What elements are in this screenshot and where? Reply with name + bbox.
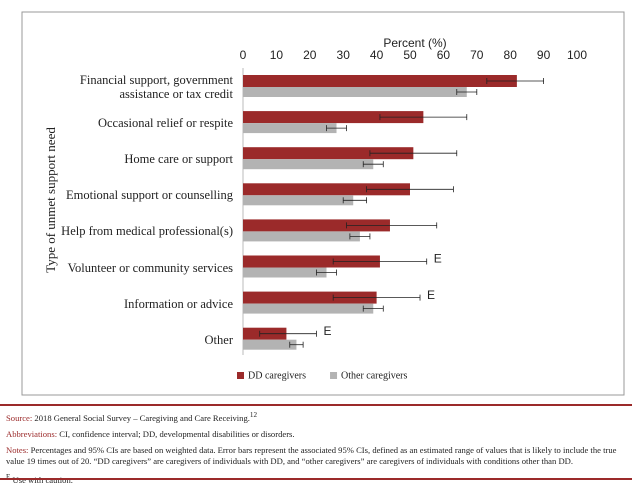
abbr-text: CI, confidence interval; DD, development… [59,428,295,439]
x-tick-label: 30 [337,48,351,62]
category-label: Volunteer or community services [67,260,233,275]
bar [243,255,380,268]
bar [243,303,374,314]
bar [243,159,374,170]
rule [0,478,632,480]
category-label: Other [204,332,233,347]
source-ref: 12 [249,411,258,419]
x-tick-label: 100 [567,48,587,62]
bar [243,195,354,206]
source-text: 2018 General Social Survey – Caregiving … [34,412,250,423]
bar [243,75,517,87]
x-axis-title: Percent (%) [383,36,446,50]
x-tick-label: 20 [303,48,317,62]
category-label: Emotional support or counselling [66,188,233,203]
bar [243,111,424,124]
notes-text: Percentages and 95% CIs are based on wei… [6,444,617,466]
chart: Percent (%) Type of unmet support need 0… [21,11,625,396]
bar [243,87,467,97]
flag-label: E [323,324,331,338]
bar [243,219,390,232]
abbr-label: Abbreviations: [6,428,58,439]
category-label: Financial support, government assistance… [79,73,233,101]
caution-mark: E [6,472,11,481]
bar [243,231,360,242]
bar [243,147,414,160]
legend-label: Other caregivers [341,370,407,381]
bar [243,267,327,278]
bar [243,291,377,304]
category-label: Help from medical professional(s) [61,224,233,239]
notes-label: Notes: [6,444,29,455]
notes: Notes: Percentages and 95% CIs are based… [6,445,626,467]
bar [243,339,297,350]
source: Source: 2018 General Social Survey – Car… [6,410,626,424]
x-tick-label: 90 [537,48,551,62]
x-tick-label: 70 [470,48,484,62]
footer: Source: 2018 General Social Survey – Car… [0,404,632,485]
source-label: Source: [6,412,33,423]
legend-swatch [237,372,244,379]
x-tick-label: 50 [403,48,417,62]
bar [243,183,410,196]
x-tick-label: 10 [270,48,284,62]
x-tick-label: 80 [504,48,518,62]
rule [0,404,632,406]
x-tick-label: 40 [370,48,384,62]
legend-label: DD caregivers [248,370,306,381]
category-label: Occasional relief or respite [97,116,233,131]
abbreviations: Abbreviations: CI, confidence interval; … [6,429,626,440]
flag-label: E [434,252,442,266]
chart-frame [21,11,625,396]
x-tick-label: 0 [240,48,247,62]
y-axis-title: Type of unmet support need [43,127,58,273]
flag-label: E [427,288,435,302]
bar [243,123,337,134]
legend-swatch [330,372,338,379]
category-label: Information or advice [124,296,233,311]
x-tick-label: 60 [437,48,451,62]
category-label: Home care or support [124,152,233,167]
